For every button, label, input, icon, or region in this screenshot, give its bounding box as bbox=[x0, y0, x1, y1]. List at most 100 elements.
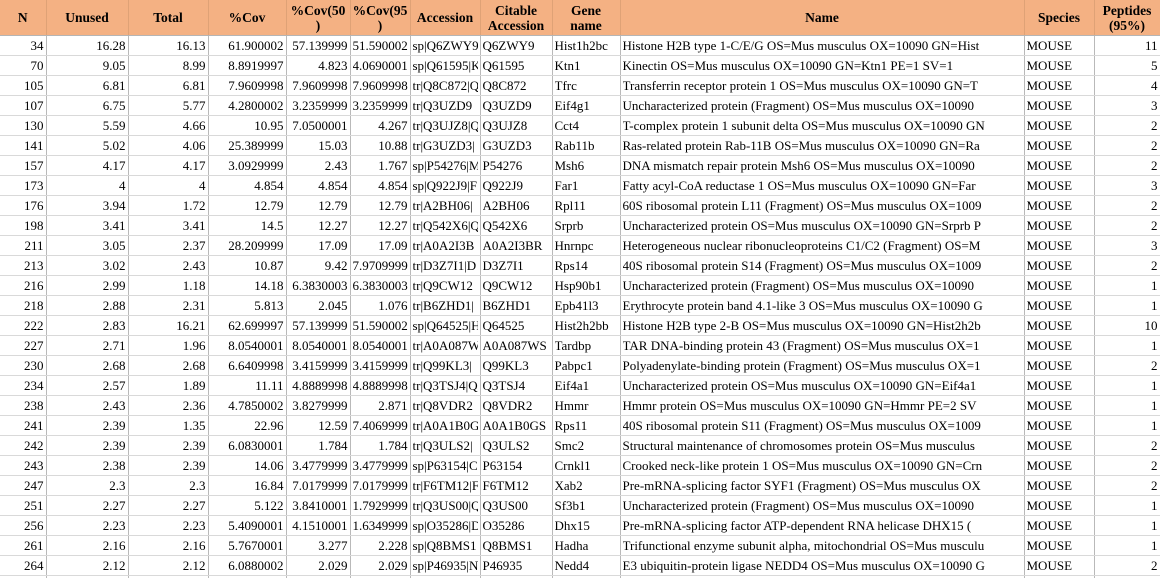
cell-unused[interactable]: 2.12 bbox=[46, 555, 129, 576]
cell-peptides[interactable]: 2 bbox=[1094, 135, 1160, 156]
cell-species[interactable]: MOUSE bbox=[1024, 95, 1095, 116]
cell-cov95[interactable]: 12.79 bbox=[350, 195, 411, 216]
cell-species[interactable]: MOUSE bbox=[1024, 475, 1095, 496]
cell-n[interactable]: 130 bbox=[0, 115, 47, 136]
cell-accession[interactable]: sp|P54276|M bbox=[410, 155, 481, 176]
cell-peptides[interactable]: 5 bbox=[1094, 55, 1160, 76]
cell-citable-accession[interactable]: Q9CW12 bbox=[480, 275, 553, 296]
cell-cov[interactable]: 4.854 bbox=[208, 175, 287, 196]
cell-cov95[interactable] bbox=[350, 575, 411, 578]
cell-cov50[interactable]: 3.4159999 bbox=[286, 355, 351, 376]
cell-total[interactable]: 2.37 bbox=[128, 235, 209, 256]
column-header-citable-accession[interactable]: Citable Accession bbox=[480, 0, 553, 36]
cell-species[interactable]: MOUSE bbox=[1024, 315, 1095, 336]
cell-cov[interactable]: 4.7850002 bbox=[208, 395, 287, 416]
cell-cov50[interactable]: 3.2359999 bbox=[286, 95, 351, 116]
cell-n[interactable]: 230 bbox=[0, 355, 47, 376]
cell-unused[interactable]: 4 bbox=[46, 175, 129, 196]
cell-citable-accession[interactable]: Q8C872 bbox=[480, 75, 553, 96]
cell-cov50[interactable]: 2.029 bbox=[286, 555, 351, 576]
cell-name[interactable]: Ras-related protein Rab-11B OS=Mus muscu… bbox=[620, 135, 1025, 156]
cell-species[interactable] bbox=[1024, 575, 1095, 578]
cell-citable-accession[interactable]: Q6ZWY9 bbox=[480, 35, 553, 56]
cell-cov95[interactable]: 3.4159999 bbox=[350, 355, 411, 376]
cell-n[interactable]: 238 bbox=[0, 395, 47, 416]
cell-species[interactable]: MOUSE bbox=[1024, 555, 1095, 576]
cell-cov95[interactable]: 6.3830003 bbox=[350, 275, 411, 296]
cell-name[interactable] bbox=[620, 575, 1025, 578]
cell-n[interactable]: 141 bbox=[0, 135, 47, 156]
cell-peptides[interactable]: 11 bbox=[1094, 35, 1160, 56]
cell-peptides[interactable]: 2 bbox=[1094, 255, 1160, 276]
cell-cov50[interactable]: 12.59 bbox=[286, 415, 351, 436]
cell-citable-accession[interactable]: Q3UJZ8 bbox=[480, 115, 553, 136]
cell-citable-accession[interactable]: Q3ULS2 bbox=[480, 435, 553, 456]
cell-total[interactable]: 2.3 bbox=[128, 475, 209, 496]
cell-unused[interactable]: 2.16 bbox=[46, 535, 129, 556]
cell-total[interactable]: 2.43 bbox=[128, 255, 209, 276]
cell-name[interactable]: E3 ubiquitin-protein ligase NEDD4 OS=Mus… bbox=[620, 555, 1025, 576]
cell-accession[interactable]: tr|Q542X6|Q bbox=[410, 215, 481, 236]
cell-accession[interactable]: sp|P46935|N bbox=[410, 555, 481, 576]
cell-accession[interactable]: sp|O35286|D bbox=[410, 515, 481, 536]
cell-name[interactable]: Trifunctional enzyme subunit alpha, mito… bbox=[620, 535, 1025, 556]
cell-cov50[interactable]: 17.09 bbox=[286, 235, 351, 256]
cell-unused[interactable]: 2.71 bbox=[46, 335, 129, 356]
column-header-cov95[interactable]: %Cov(95 ) bbox=[350, 0, 411, 36]
cell-cov[interactable]: 10.95 bbox=[208, 115, 287, 136]
cell-species[interactable]: MOUSE bbox=[1024, 295, 1095, 316]
cell-cov50[interactable]: 7.0179999 bbox=[286, 475, 351, 496]
cell-cov[interactable]: 5.122 bbox=[208, 495, 287, 516]
cell-accession[interactable]: tr|Q9CW12 bbox=[410, 275, 481, 296]
cell-accession[interactable]: sp|Q6ZWY9 bbox=[410, 35, 481, 56]
cell-n[interactable]: 218 bbox=[0, 295, 47, 316]
cell-cov50[interactable]: 3.8279999 bbox=[286, 395, 351, 416]
cell-cov95[interactable]: 4.0690001 bbox=[350, 55, 411, 76]
cell-citable-accession[interactable]: O35286 bbox=[480, 515, 553, 536]
cell-cov50[interactable]: 4.1510001 bbox=[286, 515, 351, 536]
cell-name[interactable]: 40S ribosomal protein S11 (Fragment) OS=… bbox=[620, 415, 1025, 436]
cell-gene-name[interactable]: Srprb bbox=[552, 215, 621, 236]
cell-peptides[interactable]: 1 bbox=[1094, 515, 1160, 536]
cell-citable-accession[interactable]: P46935 bbox=[480, 555, 553, 576]
cell-cov95[interactable]: 2.029 bbox=[350, 555, 411, 576]
cell-cov50[interactable]: 4.854 bbox=[286, 175, 351, 196]
cell-n[interactable]: 251 bbox=[0, 495, 47, 516]
cell-unused[interactable]: 2.38 bbox=[46, 455, 129, 476]
column-header-n[interactable]: N bbox=[0, 0, 47, 36]
cell-cov[interactable]: 22.96 bbox=[208, 415, 287, 436]
cell-cov50[interactable]: 4.823 bbox=[286, 55, 351, 76]
cell-unused[interactable]: 2.88 bbox=[46, 295, 129, 316]
cell-cov50[interactable]: 12.27 bbox=[286, 215, 351, 236]
cell-cov95[interactable]: 4.267 bbox=[350, 115, 411, 136]
cell-peptides[interactable]: 2 bbox=[1094, 215, 1160, 236]
cell-citable-accession[interactable]: Q922J9 bbox=[480, 175, 553, 196]
cell-peptides[interactable]: 1 bbox=[1094, 535, 1160, 556]
cell-species[interactable]: MOUSE bbox=[1024, 415, 1095, 436]
cell-gene-name[interactable]: Hsp90b1 bbox=[552, 275, 621, 296]
cell-accession[interactable]: sp|Q8BMS1 bbox=[410, 535, 481, 556]
cell-species[interactable]: MOUSE bbox=[1024, 115, 1095, 136]
cell-name[interactable]: Pre-mRNA-splicing factor SYF1 (Fragment)… bbox=[620, 475, 1025, 496]
cell-total[interactable]: 5.77 bbox=[128, 95, 209, 116]
cell-name[interactable]: Uncharacterized protein OS=Mus musculus … bbox=[620, 215, 1025, 236]
cell-cov95[interactable]: 1.076 bbox=[350, 295, 411, 316]
cell-cov95[interactable]: 51.590002 bbox=[350, 315, 411, 336]
cell-citable-accession[interactable]: A0A2I3BR bbox=[480, 235, 553, 256]
cell-name[interactable]: Uncharacterized protein (Fragment) OS=Mu… bbox=[620, 95, 1025, 116]
cell-peptides[interactable]: 1 bbox=[1094, 295, 1160, 316]
cell-peptides[interactable]: 1 bbox=[1094, 415, 1160, 436]
cell-total[interactable]: 4.17 bbox=[128, 155, 209, 176]
cell-name[interactable]: T-complex protein 1 subunit delta OS=Mus… bbox=[620, 115, 1025, 136]
cell-peptides[interactable]: 2 bbox=[1094, 355, 1160, 376]
cell-cov[interactable]: 61.900002 bbox=[208, 35, 287, 56]
cell-citable-accession[interactable]: A0A087WS bbox=[480, 335, 553, 356]
cell-cov50[interactable] bbox=[286, 575, 351, 578]
cell-total[interactable]: 16.13 bbox=[128, 35, 209, 56]
cell-cov50[interactable]: 7.0500001 bbox=[286, 115, 351, 136]
cell-cov95[interactable]: 3.4779999 bbox=[350, 455, 411, 476]
cell-peptides[interactable]: 2 bbox=[1094, 555, 1160, 576]
cell-name[interactable]: Uncharacterized protein (Fragment) OS=Mu… bbox=[620, 495, 1025, 516]
cell-cov95[interactable]: 3.2359999 bbox=[350, 95, 411, 116]
cell-n[interactable]: 211 bbox=[0, 235, 47, 256]
